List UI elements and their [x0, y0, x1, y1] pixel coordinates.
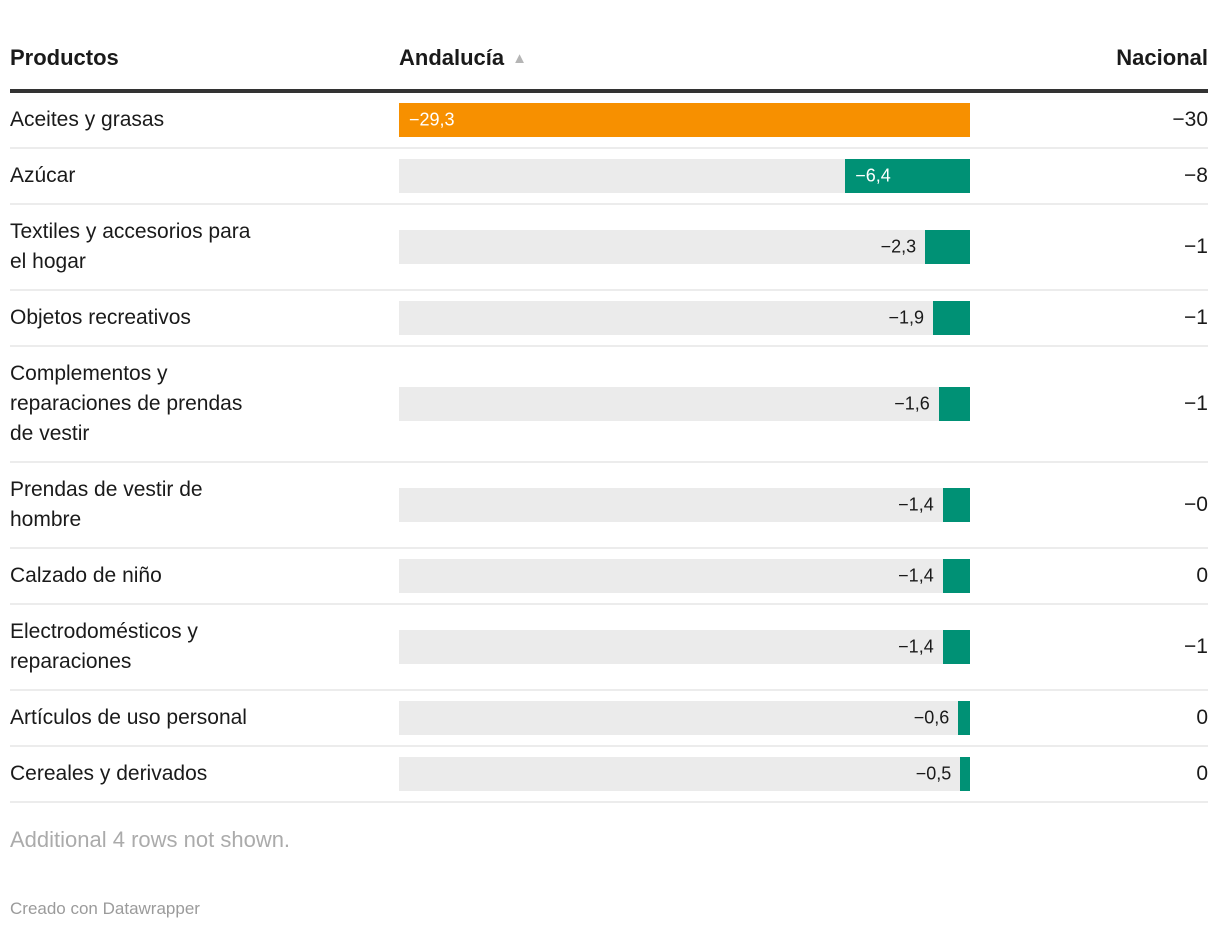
national-value: 0	[1196, 564, 1208, 587]
bar-value-label: −1,4	[898, 494, 934, 515]
bar-value-label: −1,4	[898, 636, 934, 657]
table-row: Objetos recreativos −1,9 −1	[10, 291, 1208, 347]
product-name: Textiles y accesorios para el hogar	[10, 220, 251, 273]
andalucia-bar-cell: −1,4	[399, 549, 970, 603]
bar-value-label: −1,9	[888, 307, 924, 328]
bar-value-label: −6,4	[855, 165, 891, 186]
bar-value-label: −29,3	[409, 109, 455, 130]
national-value: −1	[1184, 306, 1208, 329]
bar-track: −2,3	[399, 230, 970, 264]
table-row: Azúcar −6,4 −8	[10, 149, 1208, 205]
table-header-row: Productos Andalucía ▲ Nacional	[10, 0, 1208, 93]
andalucia-bar-cell: −1,4	[399, 463, 970, 547]
bar-track: −0,6	[399, 701, 970, 735]
national-value: −1	[1184, 392, 1208, 415]
national-value: 0	[1196, 706, 1208, 729]
national-value: −30	[1172, 108, 1208, 131]
datawrapper-credit[interactable]: Creado con Datawrapper	[10, 899, 200, 918]
table-row: Complementos y reparaciones de prendas d…	[10, 347, 1208, 463]
andalucia-bar-cell: −6,4	[399, 149, 970, 203]
bar-track: −1,4	[399, 630, 970, 664]
andalucia-bar-cell: −1,6	[399, 347, 970, 461]
bar-track: −6,4	[399, 159, 970, 193]
national-value: −1	[1184, 635, 1208, 658]
bar-fill	[938, 387, 970, 421]
bar-track: −1,9	[399, 301, 970, 335]
bar-fill	[942, 630, 970, 664]
bar-value-label: −0,6	[913, 707, 950, 728]
bar-fill	[925, 230, 970, 264]
bar-track: −1,4	[399, 559, 970, 593]
product-name: Electrodomésticos y reparaciones	[10, 620, 198, 673]
andalucia-bar-cell: −1,9	[399, 291, 970, 345]
table-row: Textiles y accesorios para el hogar −2,3…	[10, 205, 1208, 291]
column-header-products[interactable]: Productos	[10, 45, 119, 70]
andalucia-bar-cell: −0,5	[399, 747, 970, 801]
product-name: Calzado de niño	[10, 564, 162, 587]
product-name: Complementos y reparaciones de prendas d…	[10, 362, 243, 445]
bar-fill	[942, 559, 970, 593]
table-row: Calzado de niño −1,4 0	[10, 549, 1208, 605]
table-row: Aceites y grasas −29,3 −30	[10, 93, 1208, 149]
national-value: 0	[1196, 762, 1208, 785]
bar-fill	[942, 488, 970, 522]
product-name: Artículos de uso personal	[10, 706, 247, 729]
table-row: Prendas de vestir de hombre −1,4 −0	[10, 463, 1208, 549]
andalucia-bar-cell: −0,6	[399, 691, 970, 745]
table-row: Artículos de uso personal −0,6 0	[10, 691, 1208, 747]
national-value: −1	[1184, 235, 1208, 258]
product-name: Objetos recreativos	[10, 306, 191, 329]
andalucia-bar-cell: −29,3	[399, 93, 970, 147]
sort-ascending-icon: ▲	[512, 50, 527, 67]
additional-rows-note: Additional 4 rows not shown.	[10, 827, 291, 852]
bar-fill	[845, 159, 970, 193]
national-value: −8	[1184, 164, 1208, 187]
bar-track: −1,6	[399, 387, 970, 421]
bar-value-label: −2,3	[880, 236, 917, 257]
bar-fill	[958, 701, 970, 735]
national-value: −0	[1184, 493, 1208, 516]
column-header-nacional[interactable]: Nacional	[1116, 45, 1208, 70]
bar-value-label: −1,6	[894, 393, 930, 414]
bar-fill	[932, 301, 970, 335]
bar-value-label: −0,5	[915, 763, 952, 784]
column-header-andalucia-label: Andalucía	[399, 45, 505, 70]
product-name: Prendas de vestir de hombre	[10, 478, 203, 531]
product-name: Aceites y grasas	[10, 108, 165, 131]
bar-value-label: −1,4	[898, 565, 934, 586]
bar-fill	[960, 757, 970, 791]
andalucia-bar-cell: −1,4	[399, 605, 970, 689]
column-header-andalucia[interactable]: Andalucía ▲	[399, 45, 970, 71]
bar-track: −0,5	[399, 757, 970, 791]
table-row: Electrodomésticos y reparaciones −1,4 −1	[10, 605, 1208, 691]
product-name: Azúcar	[10, 164, 76, 187]
bar-fill	[399, 103, 970, 137]
bar-track: −29,3	[399, 103, 970, 137]
table-row: Cereales y derivados −0,5 0	[10, 747, 1208, 803]
andalucia-bar-cell: −2,3	[399, 205, 970, 289]
bar-track: −1,4	[399, 488, 970, 522]
product-name: Cereales y derivados	[10, 762, 208, 785]
